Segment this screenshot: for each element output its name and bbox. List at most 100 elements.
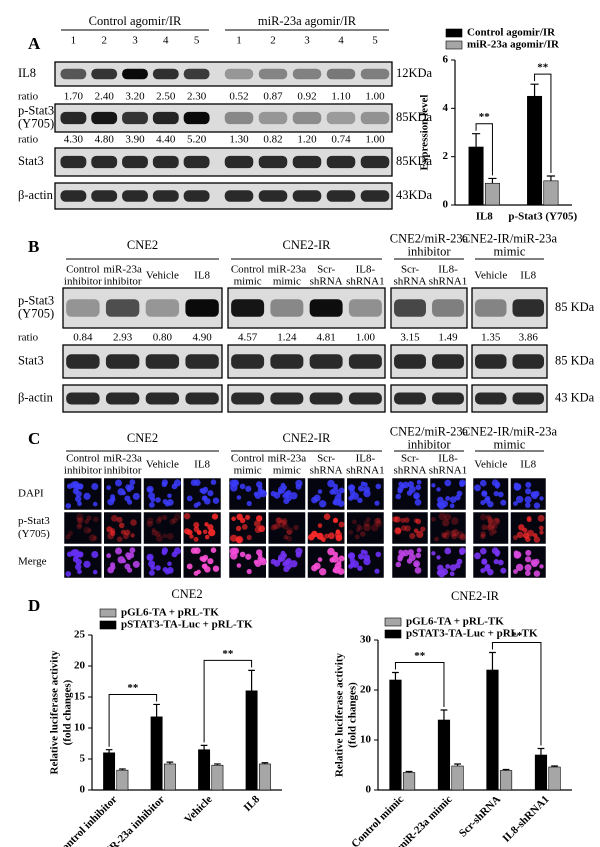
- cell: [431, 551, 436, 556]
- error-bar: [530, 83, 539, 97]
- cell: [65, 503, 72, 509]
- cell: [445, 496, 451, 501]
- bar: [451, 765, 464, 791]
- cell: [151, 529, 158, 536]
- lane-label: inhibitor: [64, 465, 102, 477]
- ratio-value: 4.57: [238, 332, 258, 344]
- cell: [474, 552, 481, 560]
- blot-band: [122, 155, 148, 169]
- cell: [494, 549, 501, 556]
- group-label: mimic: [494, 244, 526, 258]
- cell: [147, 487, 153, 493]
- error-bar: [214, 763, 221, 766]
- row-label: β-actin: [18, 390, 54, 404]
- cell: [533, 502, 541, 509]
- chart-title: CNE2-IR: [451, 589, 500, 603]
- cell: [295, 479, 303, 487]
- cell: [317, 557, 323, 562]
- row-label: Stat3: [18, 154, 44, 168]
- cell: [77, 501, 82, 507]
- lane-label: shRNA1: [346, 465, 385, 477]
- cell: [395, 493, 402, 500]
- y-tick-label: 20: [74, 660, 86, 672]
- cell: [161, 479, 168, 486]
- group-label: Control agomir/IR: [89, 14, 182, 28]
- cell: [348, 529, 354, 535]
- blot-band: [185, 299, 219, 317]
- cell: [241, 524, 248, 530]
- ratio-value: 1.10: [331, 91, 351, 103]
- blot-band: [432, 392, 464, 405]
- lane-label: shRNA1: [429, 465, 468, 477]
- cell: [400, 517, 406, 523]
- ratio-value: 1.00: [356, 332, 376, 344]
- lane-label: Scr-: [401, 453, 419, 465]
- micrograph: [346, 511, 385, 545]
- lane-label: mimic: [234, 465, 262, 477]
- blot-band: [66, 354, 100, 369]
- legend-swatch: [384, 617, 402, 627]
- cell: [282, 485, 288, 490]
- y-tick-label: 20: [360, 684, 372, 696]
- row-label: p-Stat3: [18, 515, 50, 527]
- blot-band: [475, 392, 507, 405]
- blot-band: [512, 392, 544, 405]
- blot-band: [66, 392, 100, 405]
- blot-band: [309, 392, 343, 405]
- error-bar: [248, 669, 255, 691]
- cell: [92, 569, 98, 575]
- cell: [480, 547, 487, 555]
- cell: [162, 567, 168, 573]
- lane-label: Control: [66, 264, 100, 276]
- row-label: (Y705): [18, 528, 50, 540]
- error-bar: [261, 762, 269, 764]
- lane-label: shRNA: [393, 276, 426, 288]
- cell: [75, 495, 82, 503]
- cell: [115, 547, 122, 555]
- micrograph: [63, 511, 102, 545]
- cell: [487, 569, 494, 576]
- significance-bracket: [203, 659, 253, 743]
- blot-band: [60, 68, 87, 80]
- cell: [355, 527, 361, 533]
- cell: [401, 525, 407, 531]
- cell: [514, 483, 522, 491]
- group-label: CNE2-IR/miR-23a: [462, 424, 558, 438]
- cell: [92, 535, 98, 541]
- cell: [258, 525, 265, 533]
- ratio-value: 2.93: [113, 332, 133, 344]
- cell: [77, 551, 84, 558]
- cell: [486, 524, 494, 532]
- cell: [245, 485, 252, 492]
- cell: [481, 524, 488, 531]
- panel-letter: C: [28, 429, 40, 448]
- blot-band: [224, 155, 254, 169]
- group-label: mimic: [494, 437, 526, 451]
- cell: [525, 481, 532, 488]
- lane-label: IL8: [194, 459, 210, 471]
- ratio-value: 3.15: [400, 332, 420, 344]
- blot-band: [105, 392, 140, 405]
- cell: [91, 551, 99, 558]
- row-label: Merge: [18, 556, 47, 568]
- blot-band: [183, 68, 210, 80]
- cell: [331, 555, 339, 563]
- bar: [103, 752, 116, 791]
- lane-label: IL8: [520, 270, 536, 282]
- cell: [413, 518, 419, 523]
- legend-label: pSTAT3-TA-Luc + pRL-TK: [406, 628, 538, 640]
- cell: [441, 532, 447, 538]
- error-bar: [546, 175, 556, 181]
- cell: [111, 515, 118, 522]
- y-axis-label: Expression level: [419, 95, 431, 171]
- error-bar: [502, 768, 510, 771]
- blot-band: [475, 354, 507, 369]
- cell: [337, 500, 345, 507]
- cell: [489, 531, 494, 536]
- cell: [500, 499, 507, 506]
- cell: [349, 557, 356, 564]
- cell: [456, 531, 465, 539]
- x-tick-label: Scr-shRNA: [457, 793, 503, 839]
- cell: [414, 567, 422, 574]
